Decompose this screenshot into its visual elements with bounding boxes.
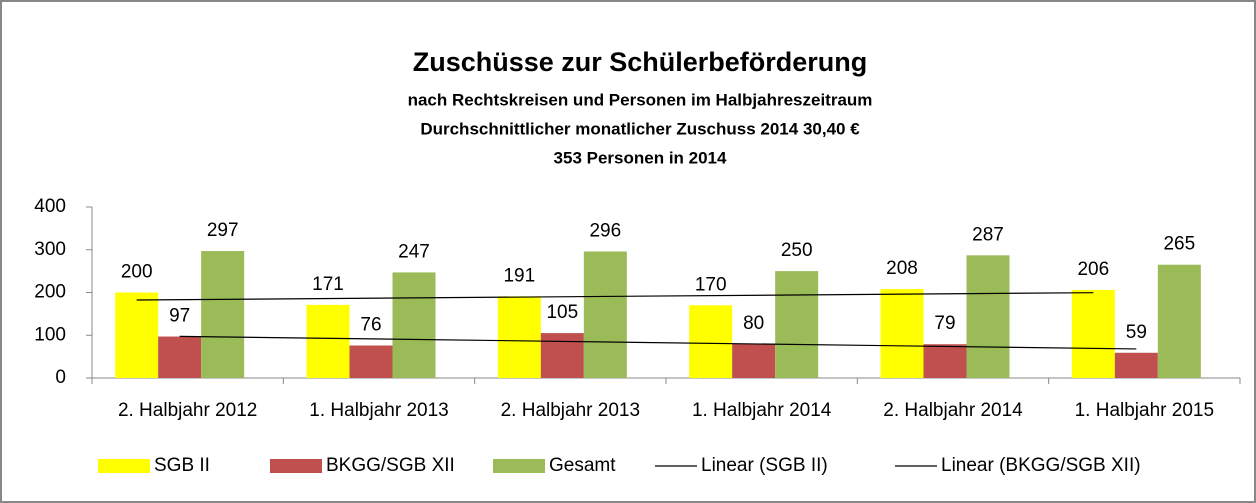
chart-subtitle: 353 Personen in 2014 <box>554 148 727 167</box>
data-label: 80 <box>743 313 764 334</box>
bar <box>966 255 1010 378</box>
y-tick-label: 300 <box>34 239 66 260</box>
bar <box>392 272 436 378</box>
data-label: 59 <box>1126 322 1147 343</box>
y-tick-label: 100 <box>34 324 66 345</box>
bar <box>689 305 733 378</box>
bar <box>201 251 245 378</box>
bar <box>923 344 967 378</box>
y-tick-label: 400 <box>34 196 66 217</box>
data-label: 171 <box>312 274 344 295</box>
trendline <box>136 292 1094 301</box>
bar <box>306 304 350 378</box>
legend-swatch <box>270 459 322 473</box>
legend-label: Linear (BKGG/SGB XII) <box>941 455 1141 476</box>
data-label: 265 <box>1163 234 1195 255</box>
legend-label: Linear (SGB II) <box>701 455 828 476</box>
bar <box>880 289 924 378</box>
legend-swatch <box>493 459 545 473</box>
data-label: 250 <box>781 240 813 261</box>
y-tick-label: 200 <box>34 282 66 303</box>
data-label: 297 <box>207 220 239 241</box>
chart-title: Zuschüsse zur Schülerbeförderung <box>413 47 868 77</box>
data-label: 170 <box>695 274 727 295</box>
bar <box>775 271 819 378</box>
data-label: 206 <box>1077 259 1109 280</box>
trendline <box>179 335 1137 350</box>
legend-label: BKGG/SGB XII <box>326 455 455 476</box>
bar <box>1157 264 1201 378</box>
bar <box>1114 352 1158 378</box>
bar <box>497 296 541 378</box>
data-label: 296 <box>589 220 621 241</box>
data-label: 79 <box>934 313 955 334</box>
bar <box>540 333 584 378</box>
x-tick-label: 2. Halbjahr 2012 <box>118 400 257 421</box>
data-label: 287 <box>972 224 1004 245</box>
data-label: 247 <box>398 241 430 262</box>
x-tick-label: 1. Halbjahr 2014 <box>692 400 832 421</box>
bar <box>115 292 159 378</box>
bar <box>349 345 393 378</box>
bar <box>732 343 776 378</box>
bar <box>158 336 202 378</box>
legend-label: Gesamt <box>549 455 616 476</box>
legend-label: SGB II <box>154 455 210 476</box>
data-label: 97 <box>169 306 190 327</box>
data-label: 208 <box>886 258 918 279</box>
x-tick-label: 2. Halbjahr 2014 <box>883 400 1023 421</box>
x-tick-label: 1. Halbjahr 2015 <box>1075 400 1214 421</box>
data-label: 200 <box>121 262 153 283</box>
data-label: 105 <box>546 302 578 323</box>
data-label: 191 <box>503 265 535 286</box>
legend-swatch <box>98 459 150 473</box>
x-tick-label: 1. Halbjahr 2013 <box>309 400 448 421</box>
y-tick-label: 0 <box>55 367 66 388</box>
data-label: 76 <box>360 315 381 336</box>
x-tick-label: 2. Halbjahr 2013 <box>501 400 640 421</box>
chart-subtitle: Durchschnittlicher monatlicher Zuschuss … <box>420 119 860 138</box>
bar <box>1071 289 1115 378</box>
chart-subtitle: nach Rechtskreisen und Personen im Halbj… <box>408 90 873 109</box>
bar <box>583 251 627 378</box>
